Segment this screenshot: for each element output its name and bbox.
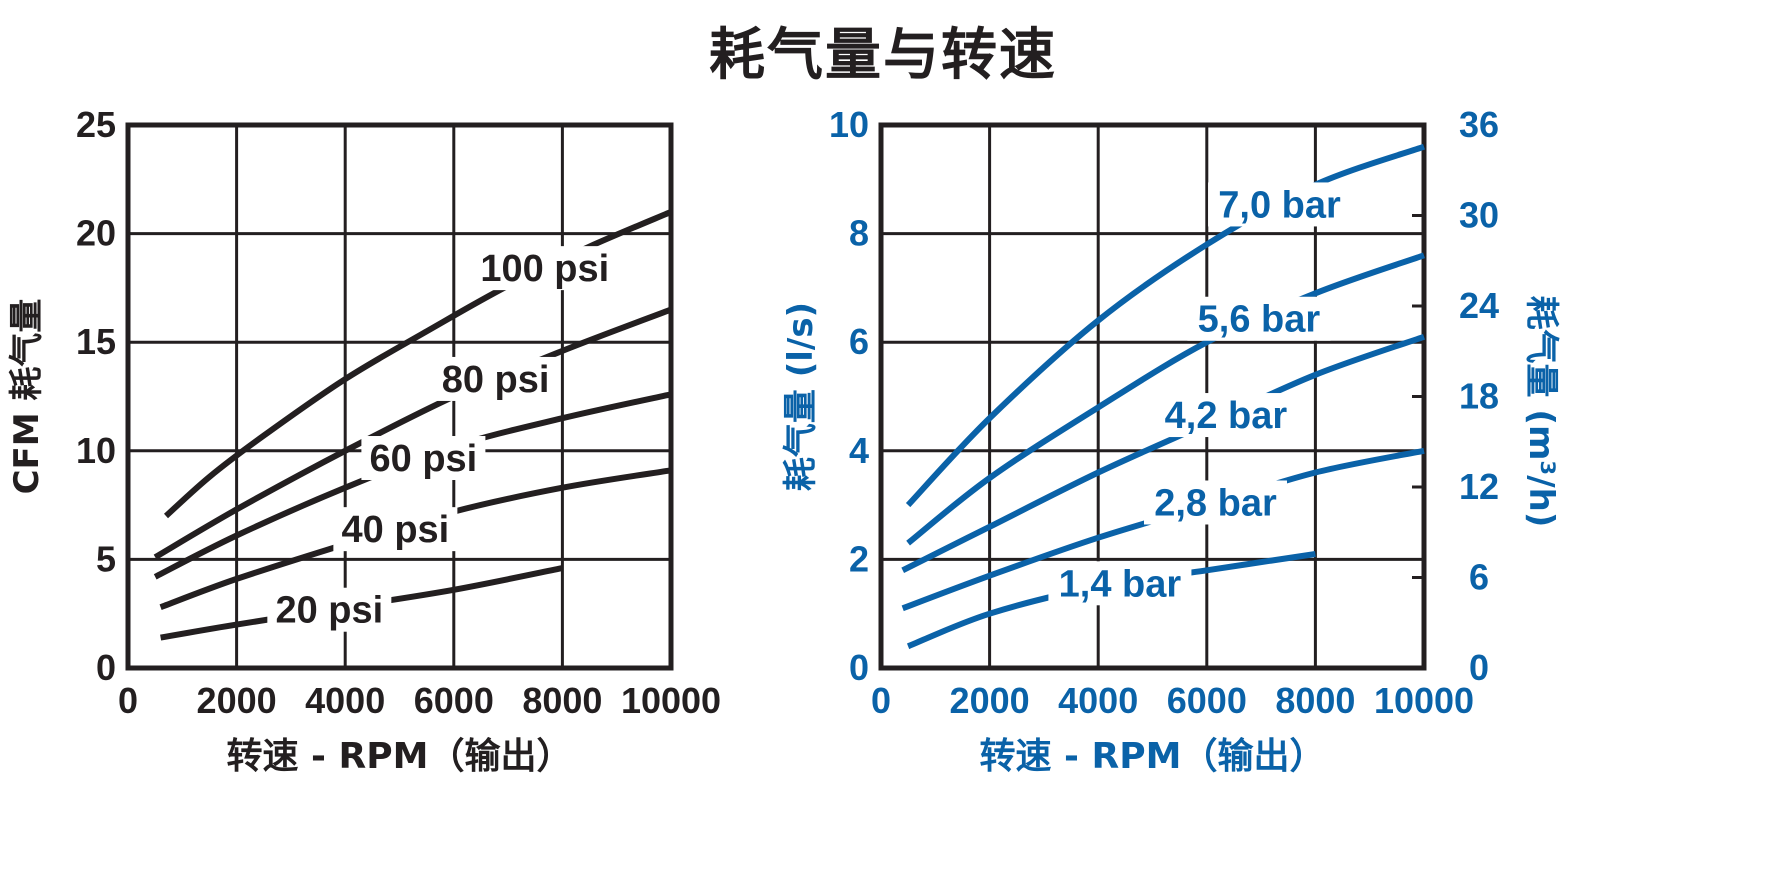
x-tick-label: 6000: [1167, 680, 1247, 721]
series-label: 100 psi: [480, 248, 609, 290]
x-tick-label: 0: [871, 680, 891, 721]
series-label-backdrop: [1208, 182, 1352, 227]
y-tick-label: 10: [829, 104, 869, 145]
y-right-axis-title: 耗气量 (m³/h): [1521, 296, 1561, 528]
series-line: [901, 333, 1425, 573]
y-tick-label: 20: [76, 213, 116, 254]
x-tick-label: 8000: [1275, 680, 1355, 721]
x-tick-label: 10000: [1374, 680, 1474, 721]
series-label-backdrop: [1187, 296, 1331, 341]
series-label: 60 psi: [370, 438, 478, 480]
y-tick-label: 2: [849, 538, 869, 579]
series-label-backdrop: [1048, 561, 1192, 606]
series-label: 40 psi: [342, 509, 450, 551]
y-right-tick-label: 18: [1459, 376, 1499, 417]
series-label-backdrop: [1154, 393, 1298, 438]
y-tick-label: 10: [76, 430, 116, 471]
y-tick-label: 15: [76, 321, 116, 362]
y-axis-title: CFM 耗气量: [7, 299, 47, 495]
x-tick-label: 8000: [522, 680, 602, 721]
series-line: [153, 306, 673, 560]
x-tick-label: 6000: [414, 680, 494, 721]
x-tick-label: 2000: [197, 680, 277, 721]
y-tick-label: 4: [849, 430, 869, 471]
series-label-backdrop: [1143, 480, 1287, 525]
series-label: 2,8 bar: [1154, 482, 1277, 524]
series-label: 4,2 bar: [1165, 395, 1288, 437]
x-tick-label: 4000: [305, 680, 385, 721]
series-label: 1,4 bar: [1059, 563, 1182, 605]
chart-right: 0 2000 4000 6000 8000 10000024681006121824303…: [781, 104, 1561, 777]
x-tick-label: 2000: [950, 680, 1030, 721]
y-tick-label: 8: [849, 213, 869, 254]
series-label-backdrop: [267, 587, 392, 632]
y-tick-label: 5: [96, 538, 116, 579]
series-label-backdrop: [333, 507, 458, 552]
chart-left: 0 2000 4000 6000 8000 10000 0 5 10 15 20 25 转速 - RPM…: [7, 104, 721, 777]
series-label-backdrop: [433, 356, 558, 401]
y-right-tick-label: 24: [1459, 285, 1499, 326]
series-label: 5,6 bar: [1198, 299, 1321, 341]
x-tick-label: 10000: [621, 680, 721, 721]
y-right-tick-label: 30: [1459, 195, 1499, 236]
x-tick-label: 4000: [1058, 680, 1138, 721]
page-title: 耗气量与转速: [709, 23, 1057, 88]
series-label-backdrop: [473, 246, 617, 291]
series-label: 80 psi: [442, 359, 550, 401]
plot-frame: [878, 122, 1427, 671]
series-label: 20 psi: [275, 590, 383, 632]
y-tick-label: 0: [96, 647, 116, 688]
series-label: 7,0 bar: [1218, 184, 1341, 226]
y-right-tick-label: 12: [1459, 466, 1499, 507]
series-label-backdrop: [361, 436, 486, 481]
x-axis-title: 转速 - RPM（输出）: [980, 736, 1326, 777]
y-tick-label: 6: [849, 321, 869, 362]
x-tick-label: 0: [118, 680, 138, 721]
y-tick-label: 0: [849, 647, 869, 688]
y-tick-label: 25: [76, 104, 116, 145]
y-axis-title: 耗气量 (l/s): [781, 302, 821, 491]
y-right-tick-label: 36: [1459, 104, 1499, 145]
y-right-tick-label: 0: [1469, 647, 1489, 688]
series-line: [906, 252, 1425, 546]
y-right-tick-label: 6: [1469, 557, 1489, 598]
x-axis-title: 转速 - RPM（输出）: [227, 736, 573, 777]
